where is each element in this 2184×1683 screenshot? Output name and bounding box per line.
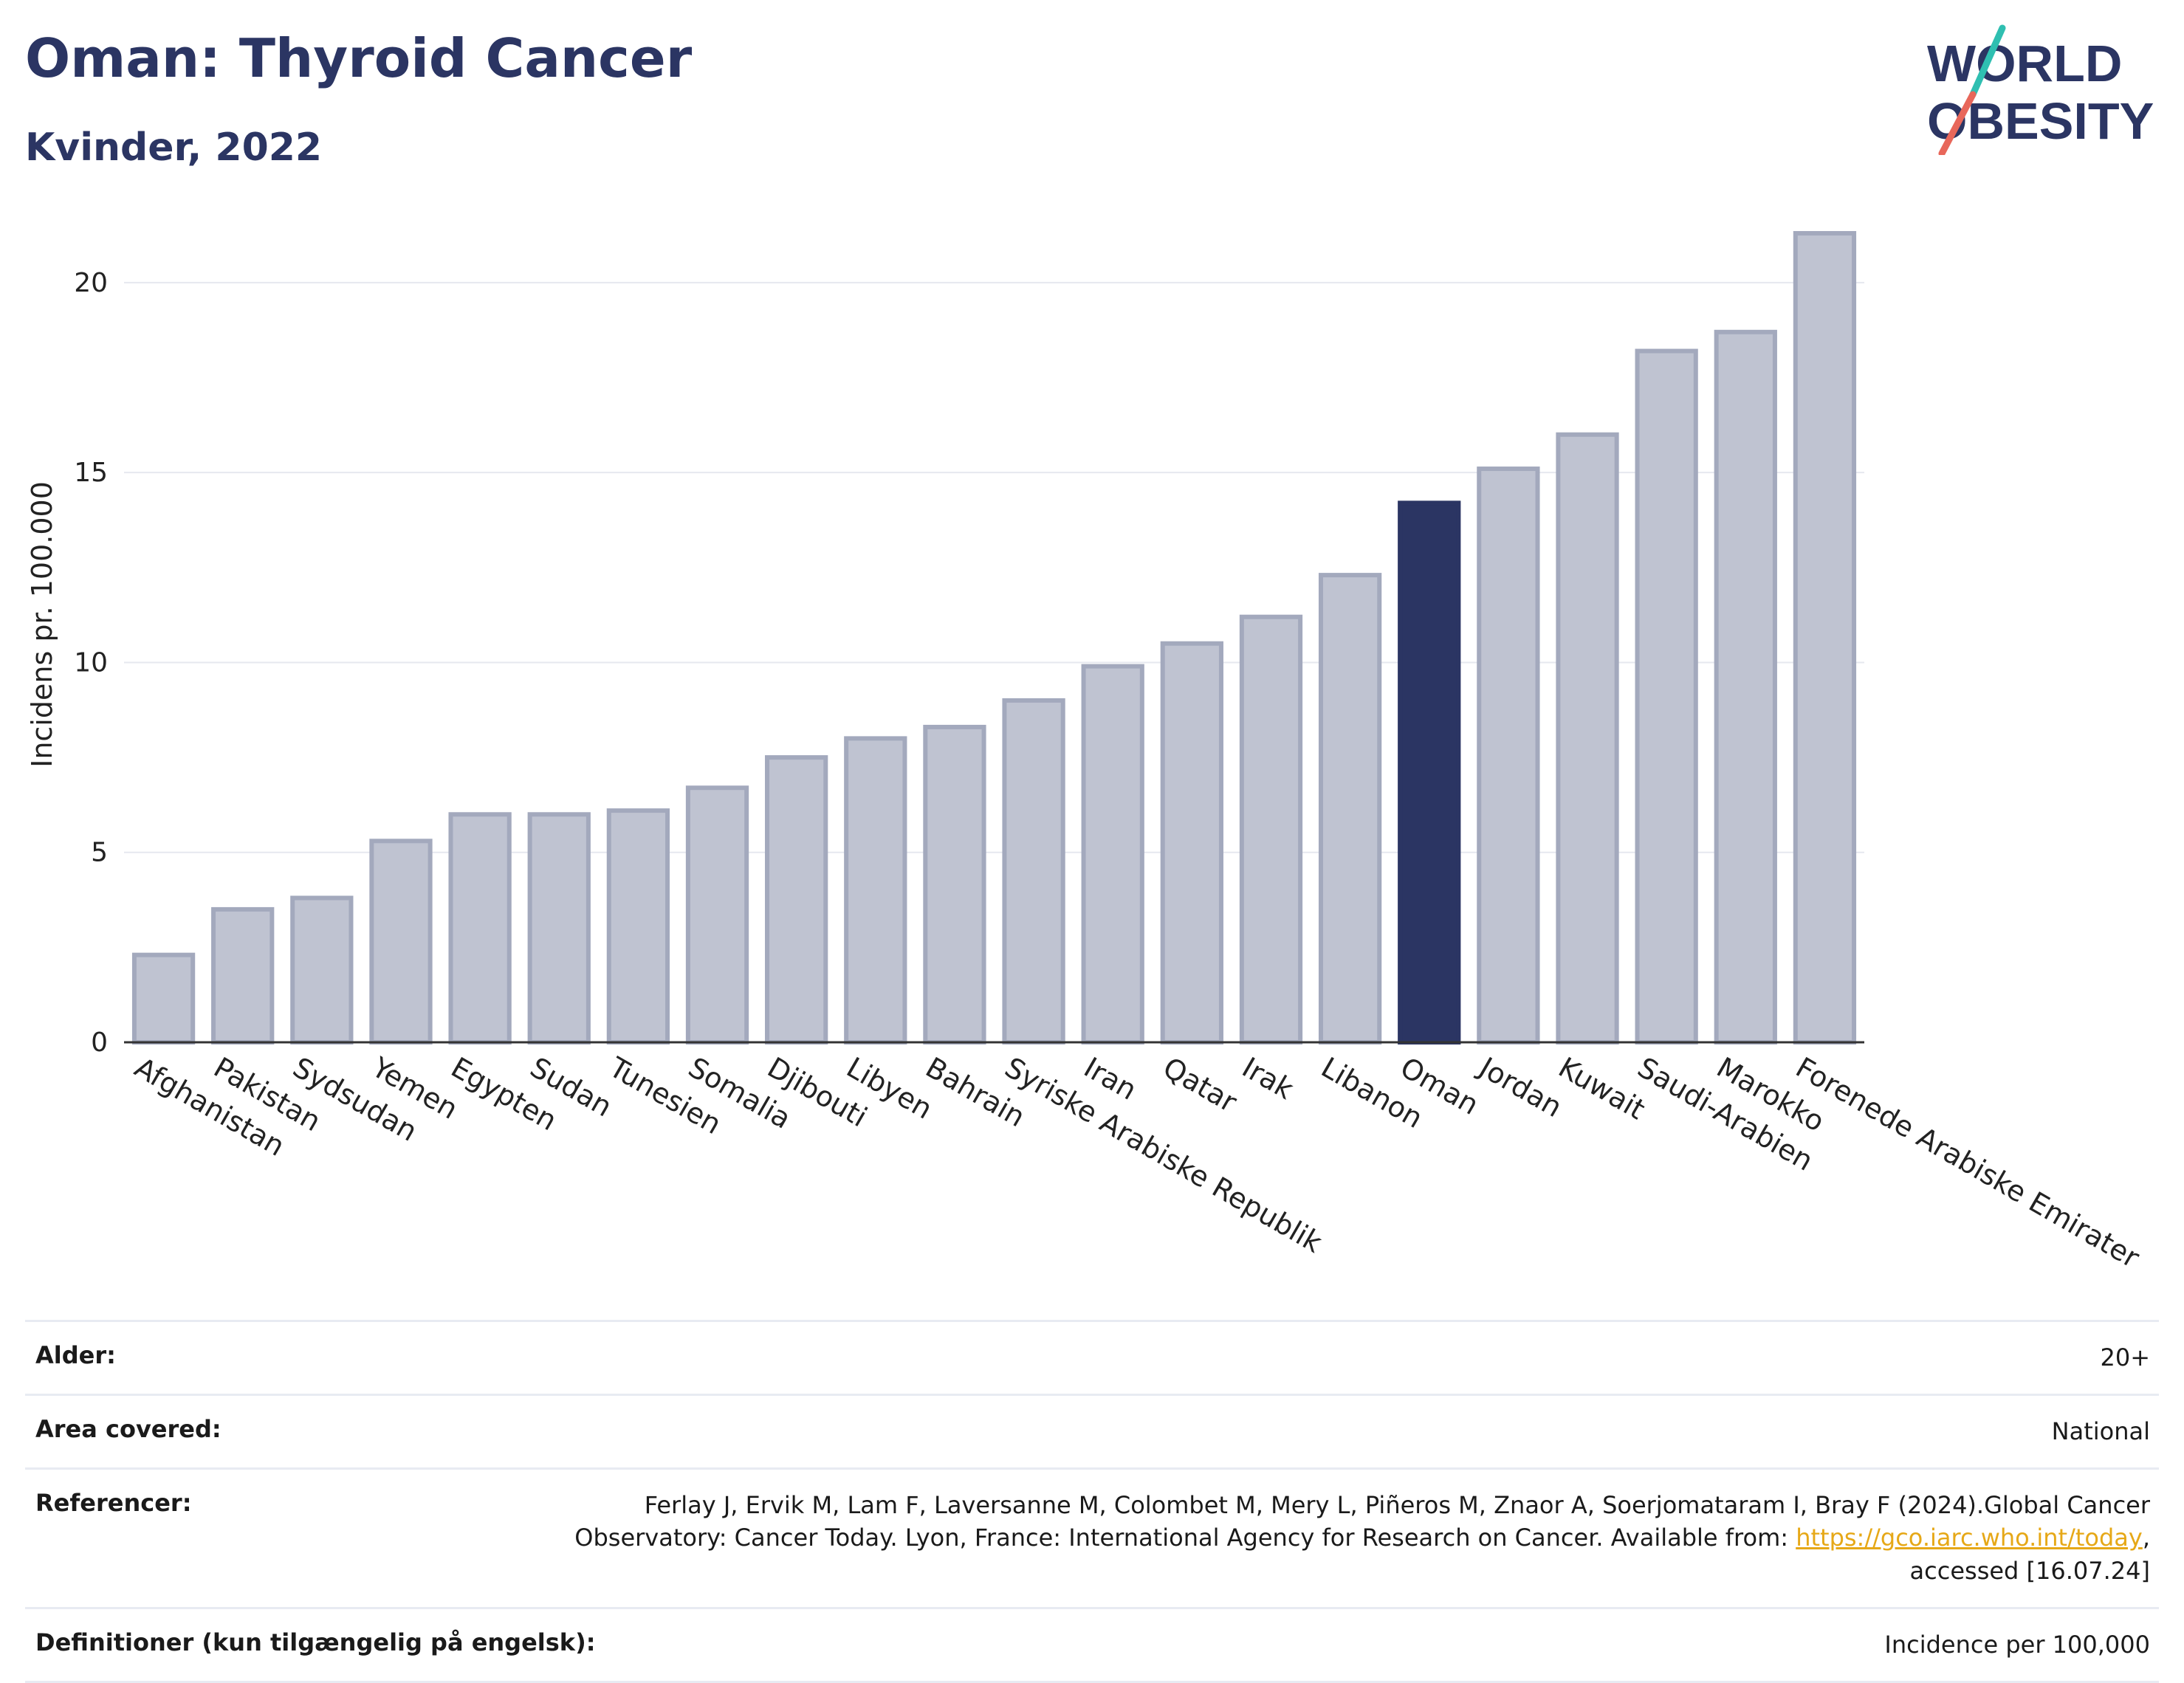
meta-row-area: Area covered: National bbox=[25, 1393, 2159, 1467]
bar bbox=[1081, 664, 1144, 1044]
bar bbox=[923, 724, 986, 1044]
y-axis-label: Incidens pr. 100.000 bbox=[26, 481, 58, 768]
logo-slash-coral bbox=[1938, 91, 1977, 155]
world-obesity-logo: WORLD OBESITY bbox=[1927, 24, 2154, 155]
references-label: Referencer: bbox=[35, 1488, 192, 1517]
bar bbox=[844, 736, 907, 1044]
page-subtitle: Kvinder, 2022 bbox=[25, 125, 323, 170]
page-title: Oman: Thyroid Cancer bbox=[25, 27, 693, 89]
bar bbox=[211, 906, 275, 1045]
bar bbox=[1556, 432, 1619, 1044]
bar bbox=[606, 808, 670, 1044]
bar bbox=[1318, 573, 1382, 1044]
references-link[interactable]: https://gco.iarc.who.int/today bbox=[1796, 1524, 2143, 1552]
definitions-label: Definitioner (kun tilgængelig på engelsk… bbox=[35, 1628, 596, 1656]
meta-row-definitions: Definitioner (kun tilgængelig på engelsk… bbox=[25, 1606, 2159, 1683]
bar bbox=[1477, 467, 1540, 1044]
bar bbox=[448, 812, 512, 1044]
bar bbox=[1793, 231, 1857, 1044]
x-tick-label: Jordan bbox=[1473, 1050, 1567, 1124]
logo-line-2: OBESITY bbox=[1927, 92, 2154, 150]
bar bbox=[131, 952, 196, 1044]
x-tick-label: Qatar bbox=[1158, 1051, 1243, 1119]
y-tick-label: 10 bbox=[74, 647, 108, 678]
references-text: Ferlay J, Ervik M, Lam F, Laversanne M, … bbox=[574, 1490, 2150, 1552]
metadata-table: Alder: 20+ Area covered: National Refere… bbox=[25, 1320, 2159, 1683]
area-label: Area covered: bbox=[35, 1414, 222, 1443]
references-value: Ferlay J, Ervik M, Lam F, Laversanne M, … bbox=[563, 1489, 2150, 1588]
bar bbox=[1398, 500, 1461, 1044]
bar bbox=[1714, 329, 1777, 1045]
age-label: Alder: bbox=[35, 1341, 116, 1369]
y-tick-label: 0 bbox=[91, 1028, 108, 1058]
y-tick-label: 20 bbox=[74, 268, 108, 298]
logo-slash-teal bbox=[1969, 24, 2006, 98]
definitions-value: Incidence per 100,000 bbox=[1884, 1630, 2150, 1659]
bar bbox=[290, 895, 354, 1044]
meta-row-references: Referencer: Ferlay J, Ervik M, Lam F, La… bbox=[25, 1467, 2159, 1607]
x-tick-label: Irak bbox=[1237, 1051, 1299, 1106]
references-accessed: , accessed [16.07.24] bbox=[1909, 1524, 2150, 1586]
y-tick-label: 5 bbox=[91, 838, 108, 868]
area-value: National bbox=[2051, 1417, 2150, 1445]
y-tick-label: 15 bbox=[74, 458, 108, 488]
meta-row-age: Alder: 20+ bbox=[25, 1320, 2159, 1394]
bar bbox=[1160, 641, 1223, 1044]
logo-line-1: WORLD bbox=[1927, 35, 2122, 92]
x-tick-label: Kuwait bbox=[1553, 1051, 1651, 1126]
bar bbox=[1635, 348, 1698, 1044]
x-tick-label: Forenede Arabiske Emirater bbox=[1790, 1051, 2145, 1275]
bar bbox=[765, 755, 828, 1044]
bar bbox=[1239, 614, 1303, 1044]
bar bbox=[685, 785, 749, 1044]
bar bbox=[1002, 698, 1065, 1045]
age-value: 20+ bbox=[2100, 1343, 2150, 1371]
bar bbox=[369, 839, 433, 1044]
bar bbox=[527, 812, 591, 1044]
